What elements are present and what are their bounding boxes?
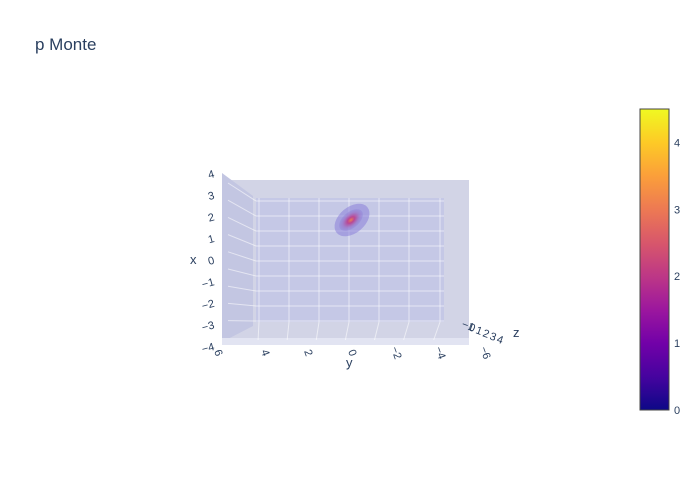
y-tick-label: 4 (258, 348, 271, 358)
grid-line-floor (315, 321, 320, 341)
x-tick-label: 1 (207, 233, 216, 246)
grid-line-x-side (227, 285, 257, 292)
colorbar-tick-label: 3 (674, 204, 680, 216)
colorbar-gradient (639, 108, 670, 411)
x-tick-label: −4 (201, 341, 216, 356)
grid-line-x-side (227, 268, 257, 277)
scene-left-wall (222, 173, 253, 342)
x-tick-label: 0 (207, 255, 216, 268)
x-axis-ticks: 4 3 2 1 0 −1 −2 −3 −4 (201, 168, 216, 356)
x-tick-label: 2 (207, 212, 216, 225)
y-tick-label: −2 (388, 345, 404, 361)
colorbar-tick-label: 0 (674, 405, 680, 417)
x-tick-label: −2 (201, 298, 216, 313)
x-tick-label: −1 (201, 276, 216, 291)
colorbar-tick-label: 4 (674, 137, 680, 149)
y-axis-title: y (346, 355, 353, 370)
z-axis-title: z (513, 325, 520, 340)
y-tick-label: 0 (345, 348, 358, 358)
y-axis-ticks: 6 4 2 0 −2 −4 −6 (211, 345, 492, 361)
grid-line-x-side (227, 234, 257, 247)
z-tick-label: 1 (474, 325, 484, 338)
grid-line-floor (433, 321, 441, 341)
z-tick-label: 2 (481, 328, 491, 341)
grid-line-floor (257, 321, 260, 341)
grid-line-floor (344, 321, 350, 341)
grid-line-floor (373, 321, 380, 341)
grid-line-x-side (227, 182, 257, 202)
grid-line-x-side (227, 199, 257, 217)
z-tick-label: 0 (467, 322, 477, 335)
grid-line-floor (403, 321, 410, 341)
scene-3d[interactable] (222, 173, 469, 345)
grid-line-x-side (227, 251, 257, 262)
chart-title: p Monte (35, 35, 96, 54)
grid-line-x-side (227, 216, 257, 232)
z-tick-label: 3 (488, 331, 498, 344)
colorbar-tick-label: 1 (674, 338, 680, 350)
x-tick-label: −3 (201, 320, 216, 335)
colorbar-ticks: 0 1 2 3 4 (674, 137, 680, 417)
x-tick-label: 4 (207, 168, 216, 181)
volume-blob-core (339, 209, 363, 231)
grid-line-floor (286, 321, 290, 341)
y-tick-label: −4 (432, 345, 448, 361)
x-tick-label: 3 (207, 190, 216, 203)
z-tick-label: 4 (495, 334, 505, 347)
scene-floor (222, 338, 469, 345)
z-tick-label: −1 (460, 319, 476, 335)
y-tick-label: 6 (211, 348, 224, 358)
colorbar: 0 1 2 3 4 (639, 108, 680, 417)
grid-line-x-side (227, 302, 257, 307)
y-tick-label: −6 (477, 345, 493, 361)
y-tick-label: 2 (301, 348, 314, 358)
colorbar-tick-label: 2 (674, 271, 680, 283)
x-axis-title: x (190, 252, 197, 267)
scene-grid (227, 182, 444, 341)
